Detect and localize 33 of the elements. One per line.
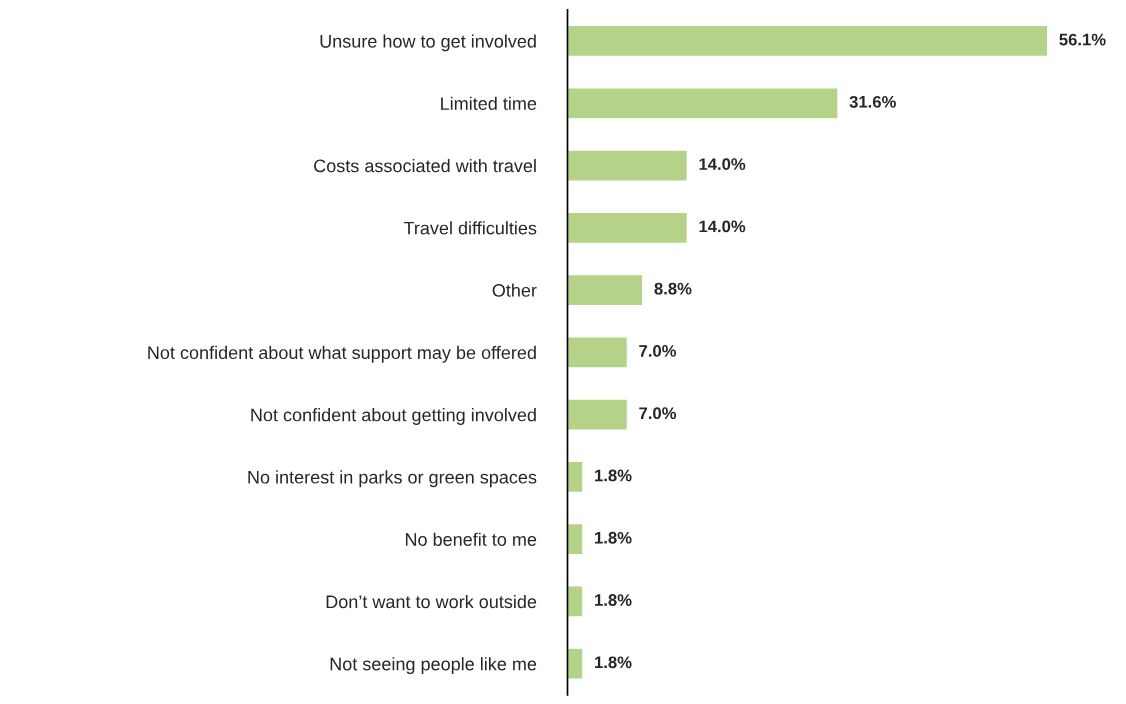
bar [567, 211, 689, 245]
y-tick-label: No interest in parks or green spaces [248, 470, 537, 488]
data-label: 56.1% [1059, 33, 1106, 46]
y-tick-label: No benefit to me [405, 532, 537, 546]
data-label: 14.0% [699, 220, 746, 233]
bar [567, 87, 839, 120]
data-label: 7.0% [639, 345, 677, 357]
y-tick-label: Unsure how to get involved [320, 34, 536, 52]
y-tick-label: Don’t want to work outside [326, 594, 537, 609]
bar [567, 149, 689, 182]
y-tick-label: Limited time [441, 96, 537, 110]
bar [567, 585, 584, 618]
bar [567, 522, 584, 556]
data-label: 1.8% [595, 531, 632, 544]
y-tick-label: Not seeing people like me [330, 657, 537, 674]
y-tick-label: Other [492, 283, 537, 297]
bar [567, 398, 629, 431]
data-label: 7.0% [639, 407, 677, 420]
data-label: 1.8% [595, 469, 632, 482]
bar [567, 24, 1049, 58]
bar [567, 647, 584, 680]
y-tick-label: Travel difficulties [403, 221, 537, 235]
data-label: 31.6% [849, 95, 896, 108]
y-tick-label: Costs associated with travel [314, 158, 536, 173]
data-label: 14.0% [699, 158, 746, 171]
data-label: 1.8% [595, 594, 632, 606]
y-tick-label: Not confident about getting involved [251, 408, 536, 425]
data-label: 1.8% [595, 656, 632, 669]
bar [567, 273, 644, 307]
y-tick-label: Not confident about what support may be offered [148, 345, 536, 363]
bar [567, 460, 584, 494]
data-label: 8.8% [654, 282, 692, 295]
bar [567, 336, 629, 369]
